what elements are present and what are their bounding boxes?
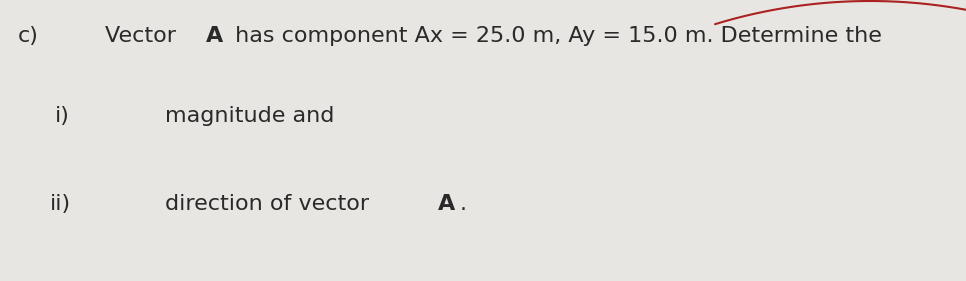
Text: Vector: Vector [105, 26, 184, 46]
Text: i): i) [55, 106, 70, 126]
Text: direction of vector: direction of vector [165, 194, 376, 214]
Text: A: A [206, 26, 223, 46]
Text: A: A [438, 194, 455, 214]
Text: .: . [460, 194, 467, 214]
Text: c): c) [18, 26, 39, 46]
Text: magnitude and: magnitude and [165, 106, 334, 126]
Text: has component Ax = 25.0 m, Ay = 15.0 m. Determine the: has component Ax = 25.0 m, Ay = 15.0 m. … [228, 26, 882, 46]
Text: ii): ii) [50, 194, 71, 214]
